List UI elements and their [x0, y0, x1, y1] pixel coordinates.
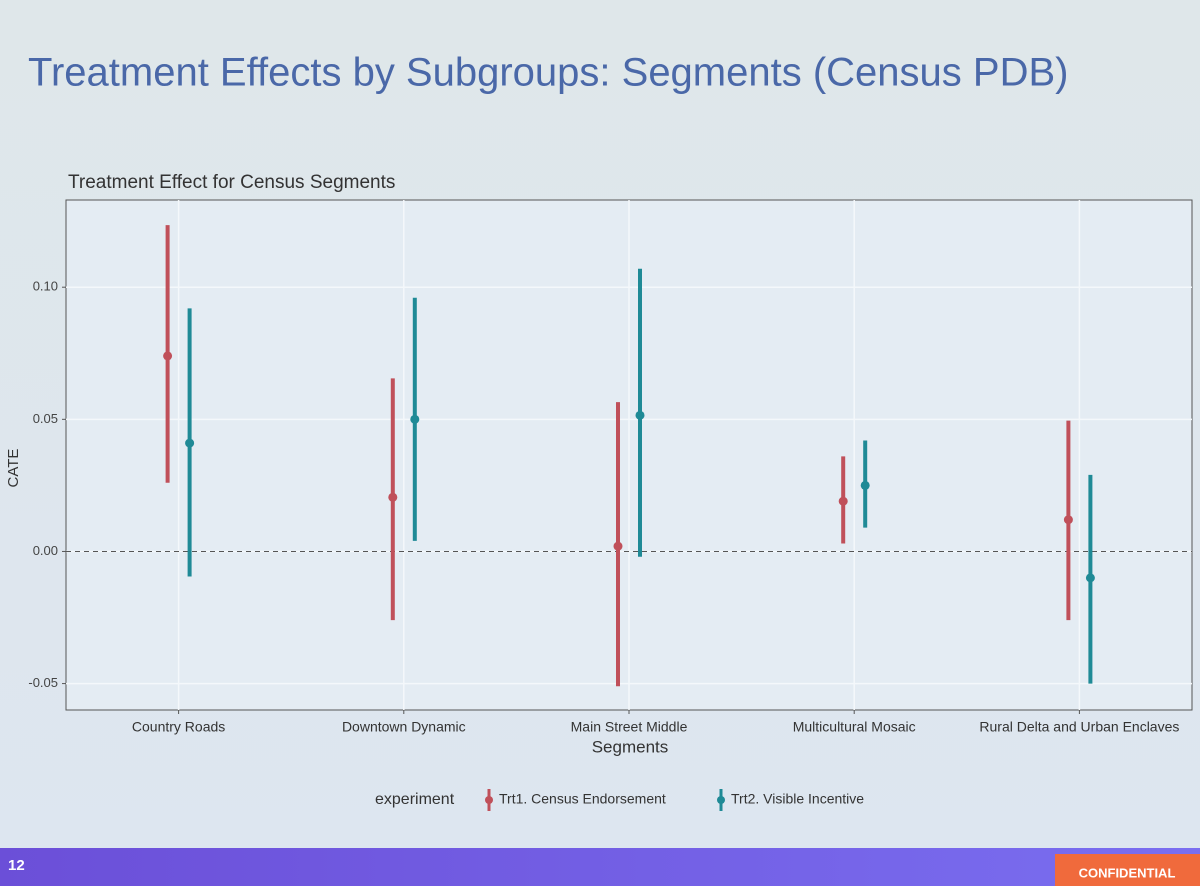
chart-title: Treatment Effect for Census Segments — [68, 172, 395, 193]
x-tick-label: Multicultural Mosaic — [793, 719, 916, 735]
point — [635, 410, 645, 420]
footer-label: CONFIDENTIAL — [1079, 865, 1176, 880]
point — [388, 492, 398, 502]
legend-label: Trt1. Census Endorsement — [499, 791, 666, 807]
footer-bar — [0, 848, 1200, 886]
x-tick-label: Country Roads — [132, 719, 225, 735]
point — [410, 414, 420, 424]
slide-title: Treatment Effects by Subgroups: Segments… — [28, 51, 1068, 95]
confidential-box — [1055, 854, 1200, 886]
x-tick-label: Downtown Dynamic — [342, 719, 466, 735]
point — [163, 351, 173, 361]
point — [1063, 515, 1073, 525]
page-number: 12 — [8, 857, 25, 874]
legend-label: Trt2. Visible Incentive — [731, 791, 864, 807]
point — [838, 496, 848, 506]
y-tick-label: -0.05 — [28, 675, 58, 690]
legend-swatch-point — [485, 796, 493, 804]
legend-swatch-point — [717, 796, 725, 804]
legend-title: experiment — [375, 791, 455, 808]
y-tick-label: 0.10 — [33, 279, 58, 294]
x-axis-label: Segments — [592, 737, 669, 756]
y-tick-label: 0.00 — [33, 543, 58, 558]
x-tick-label: Main Street Middle — [571, 719, 688, 735]
point — [1085, 573, 1095, 583]
x-tick-label: Rural Delta and Urban Enclaves — [979, 719, 1179, 735]
point — [185, 438, 195, 448]
y-tick-label: 0.05 — [33, 411, 58, 426]
point — [860, 480, 870, 490]
point — [613, 541, 623, 551]
y-axis-label: CATE — [5, 449, 22, 488]
